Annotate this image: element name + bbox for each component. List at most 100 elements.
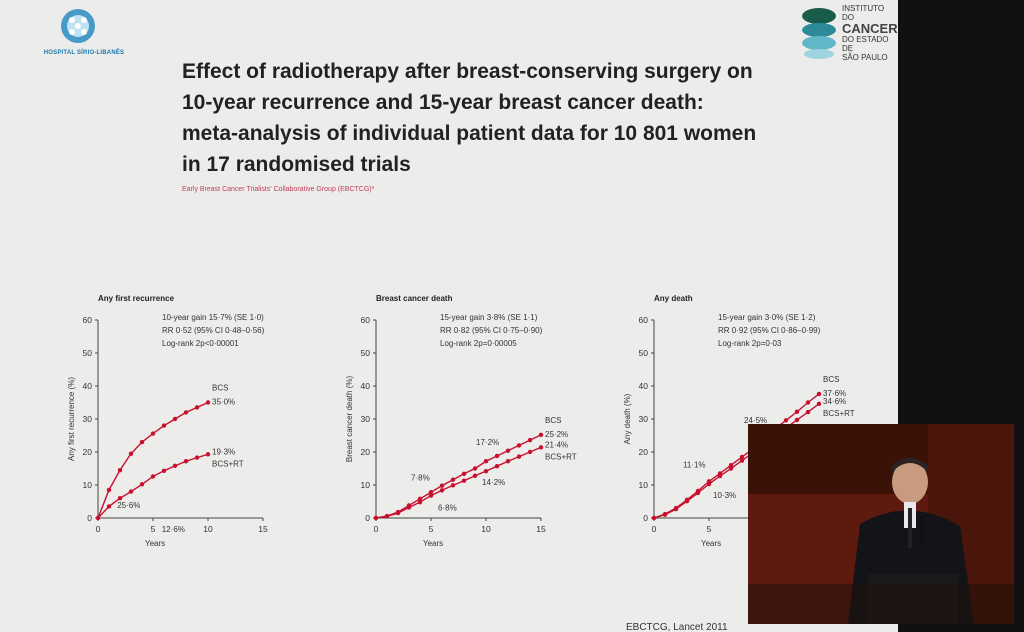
y-tick-label: 0 <box>87 513 92 523</box>
series-point <box>662 512 668 517</box>
series-point <box>428 493 434 498</box>
hospital-logo-name: HOSPITAL SÍRIO-LIBANÊS <box>43 50 125 56</box>
chart-stat-line: Log-rank 2p<0·00001 <box>162 339 239 348</box>
series-point <box>194 405 200 410</box>
series-point <box>794 409 800 414</box>
institute-line-4: SÃO PAULO <box>842 53 888 62</box>
series-point <box>395 510 401 516</box>
x-axis-label: Years <box>145 539 165 548</box>
series-point <box>783 418 789 423</box>
chart-svg: Any death 15-year gain 3·0% (SE 1·2) RR 0·… <box>623 294 855 548</box>
annotation-label: 24·5% <box>744 416 767 425</box>
chart-stat-line: 15-year gain 3·0% (SE 1·2) <box>718 313 816 322</box>
series-point <box>106 504 112 509</box>
series-point <box>706 481 712 487</box>
series-point <box>417 496 423 502</box>
title-line: in 17 randomised trials <box>182 153 411 176</box>
hospital-logo: HOSPITAL SÍRIO-LIBANÊS <box>36 6 132 62</box>
series-point <box>816 391 822 397</box>
series-point <box>139 482 145 487</box>
series-line <box>375 446 542 519</box>
series-point <box>483 459 489 464</box>
series-point <box>139 439 145 445</box>
chart-title: Any first recurrence <box>98 294 175 303</box>
series-point <box>483 468 489 474</box>
annotation-label: 17·2% <box>476 438 499 447</box>
chart-stat-line: 10-year gain 15·7% (SE 1·0) <box>162 313 264 322</box>
series-point <box>538 432 544 438</box>
annotation-label: 10·3% <box>713 491 736 500</box>
institute-logo: INSTITUTO DO CANCER DO ESTADO DE SÃO PAU… <box>800 2 898 68</box>
y-axis-label: Any death (%) <box>623 393 632 444</box>
series-end-label: 25·2% <box>545 430 568 439</box>
x-tick-label: 0 <box>374 524 379 534</box>
series-point <box>428 490 434 495</box>
series-point <box>161 423 167 428</box>
slide-citation: EBCTCG, Lancet 2011 <box>626 622 728 632</box>
x-tick-label: 5 <box>429 524 434 534</box>
speaker-head <box>892 460 928 504</box>
x-tick-label: 10 <box>481 524 491 534</box>
series-name-label: BCS <box>212 384 228 393</box>
y-tick-label: 40 <box>83 381 93 391</box>
annotation-label: 25·6% <box>117 501 140 510</box>
annotation-label: 7·8% <box>411 473 430 482</box>
microphone-icon <box>920 516 924 546</box>
chart-stat-line: RR 0·52 (95% CI 0·48–0·56) <box>162 326 265 335</box>
series-point <box>183 410 189 415</box>
y-tick-label: 60 <box>361 315 371 325</box>
series-line <box>97 401 209 519</box>
series-point <box>461 478 467 483</box>
annotation-label: 11·1% <box>683 460 706 469</box>
series-point <box>461 471 467 476</box>
institute-line-3: DO ESTADO DE <box>842 35 889 53</box>
chart-svg: Breast cancer death 15-year gain 3·8% (SE… <box>345 294 577 548</box>
series-point <box>450 477 456 482</box>
y-tick-label: 40 <box>639 381 649 391</box>
series-point <box>728 463 734 468</box>
y-tick-label: 20 <box>361 447 371 457</box>
institute-logo-text: INSTITUTO DO CANCER DO ESTADO DE SÃO PAU… <box>842 4 898 62</box>
x-tick-label: 0 <box>96 524 101 534</box>
series-point <box>472 473 478 478</box>
series-point <box>684 498 690 504</box>
series-point <box>805 409 811 415</box>
speaker-video-frame <box>748 424 1014 624</box>
series-point <box>439 483 445 488</box>
y-tick-label: 30 <box>639 414 649 424</box>
institute-line-2: CANCER <box>842 21 898 36</box>
y-tick-label: 0 <box>643 513 648 523</box>
series-point <box>417 499 423 505</box>
series-point <box>805 400 811 405</box>
slide-title: Effect of radiotherapy after breast-cons… <box>182 56 802 180</box>
annotation-label: 12·6% <box>162 525 185 534</box>
series-name-label: BCS <box>545 416 561 425</box>
series-point <box>505 448 511 453</box>
y-axis-label: Breast cancer death (%) <box>345 376 354 463</box>
annotation-label: 6·8% <box>438 503 457 512</box>
series-point <box>117 467 123 473</box>
series-line <box>375 434 542 519</box>
series-end-label: 35·0% <box>212 398 235 407</box>
series-point <box>516 454 522 459</box>
title-line: meta-analysis of individual patient data… <box>182 122 757 145</box>
series-end-label: 19·3% <box>212 447 235 456</box>
chart-stat-line: 15-year gain 3·8% (SE 1·1) <box>440 313 538 322</box>
series-point <box>161 468 167 474</box>
series-name-label: BCS+RT <box>823 409 855 418</box>
series-point <box>494 453 500 459</box>
series-name-label: BCS+RT <box>545 452 577 461</box>
chart-any-death: Any death 15-year gain 3·0% (SE 1·2) RR 0·… <box>616 292 856 557</box>
institute-logo-mark <box>802 8 836 59</box>
y-tick-label: 20 <box>83 447 93 457</box>
series-point <box>194 455 200 460</box>
series-point <box>106 487 112 493</box>
x-axis-label: Years <box>701 539 721 548</box>
y-tick-label: 50 <box>361 348 371 358</box>
x-tick-label: 15 <box>536 524 546 534</box>
series-name-label: BCS+RT <box>212 459 244 468</box>
series-point <box>816 401 822 407</box>
series-point <box>373 515 379 521</box>
y-tick-label: 40 <box>361 381 371 391</box>
